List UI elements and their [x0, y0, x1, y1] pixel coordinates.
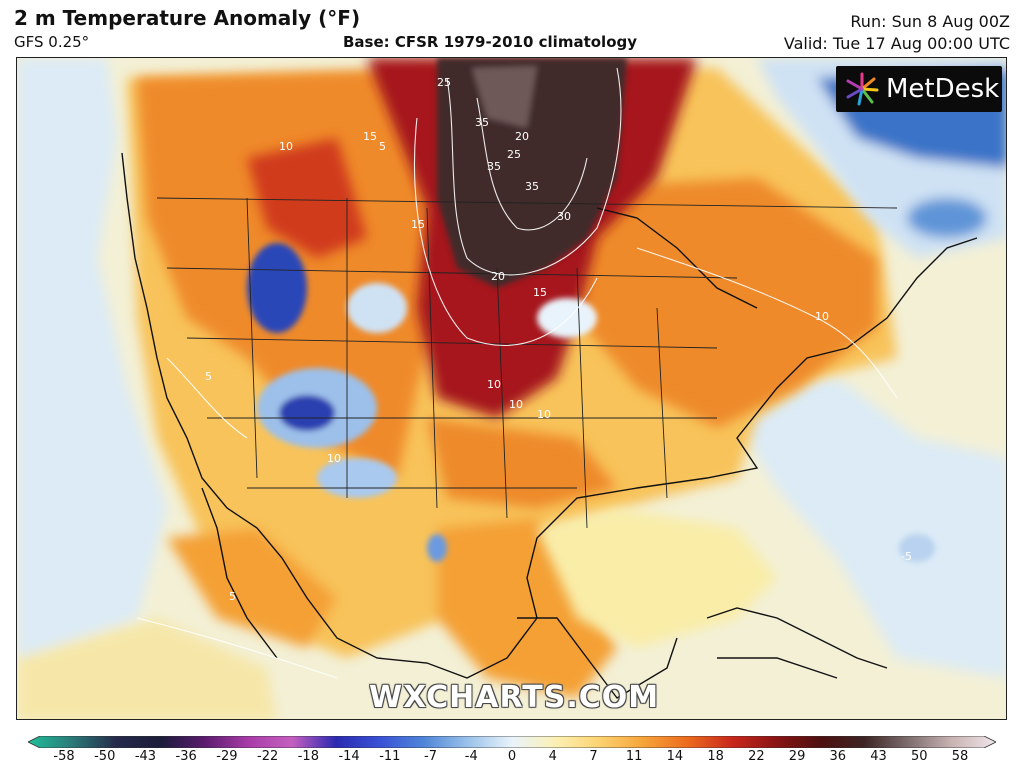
- contour-label: 10: [537, 408, 551, 421]
- colorbar-tick-label: -18: [297, 749, 319, 764]
- contour-label: 10: [327, 452, 341, 465]
- contour-label: 35: [475, 116, 489, 129]
- metdesk-logo-text: MetDesk: [886, 74, 1000, 104]
- colorbar-tick-label: 43: [870, 749, 887, 764]
- colorbar-ticks: -58 -50 -43 -36 -29 -22 -18 -14 -11 -7 -4 0 4 7 11 14 18…: [28, 749, 996, 769]
- contour-label: 5: [229, 590, 236, 603]
- contour-label: 30: [557, 210, 571, 223]
- colorbar-tick-label: 7: [589, 749, 598, 764]
- colorbar-tick-label: -11: [379, 749, 401, 764]
- state-borders: [156, 197, 898, 529]
- extreme-anomaly-core: [437, 58, 627, 288]
- colorbar-svg: [27, 735, 997, 749]
- colorbar-tick-label: 29: [788, 749, 806, 764]
- wxcharts-watermark: WXCHARTS.COM: [369, 680, 660, 715]
- colorbar-tick-label: 18: [707, 749, 724, 764]
- contour-label: 10: [487, 378, 501, 391]
- metdesk-starburst-icon: [846, 72, 879, 106]
- colorbar-tick-label: -50: [94, 749, 116, 764]
- contour-labels: 25 35 20 25 35 35 30 15 20 15 10 15 5 10…: [205, 76, 912, 603]
- gulf-of-mexico: [537, 508, 777, 648]
- colorbar-tick-label: 14: [666, 749, 684, 764]
- colorbar-tick-label: 58: [951, 749, 969, 764]
- colorbar-tick-label: -4: [464, 749, 478, 764]
- contour-label: 15: [411, 218, 425, 231]
- cool-ocean-regions: [17, 58, 1006, 719]
- contour-label: 20: [491, 270, 505, 283]
- chart-title: 2 m Temperature Anomaly (°F): [14, 6, 361, 30]
- model-label: GFS 0.25°: [14, 33, 90, 51]
- contour-label: 25: [437, 76, 451, 89]
- colorbar-tick-label: 4: [548, 749, 557, 764]
- coastlines: [121, 152, 978, 699]
- colorbar-tick-label: -29: [216, 749, 238, 764]
- run-time-label: Run: Sun 8 Aug 00Z: [850, 12, 1010, 31]
- colorbar-tick-label: -22: [257, 749, 279, 764]
- colorbar-tick-label: 22: [748, 749, 765, 764]
- metdesk-logo: MetDesk: [836, 66, 1002, 112]
- map-canvas: 25 35 20 25 35 35 30 15 20 15 10 15 5 10…: [17, 58, 1006, 719]
- contour-label: 5: [379, 140, 386, 153]
- colorbar-tick-label: -43: [134, 749, 157, 764]
- contour-label: -5: [901, 550, 912, 563]
- colorbar-tick-label: 11: [625, 749, 643, 764]
- colorbar: [27, 733, 997, 749]
- contour-label: 15: [533, 286, 547, 299]
- colorbar-tick-label: -7: [424, 749, 438, 764]
- colorbar-tick-label: 36: [829, 749, 847, 764]
- anomaly-map: 25 35 20 25 35 35 30 15 20 15 10 15 5 10…: [16, 57, 1007, 720]
- colorbar-tick-label: -14: [338, 749, 360, 764]
- contour-label: 5: [205, 370, 212, 383]
- colorbar-tick-label: -58: [53, 749, 75, 764]
- colorbar-tick-label: 0: [507, 749, 517, 764]
- contour-lines: [136, 67, 898, 679]
- contour-label: 25: [507, 148, 521, 161]
- colorbar-tick-label: 50: [910, 749, 928, 764]
- contour-label: 15: [363, 130, 377, 143]
- colorbar-tick-label: -36: [175, 749, 197, 764]
- contour-label: 10: [815, 310, 829, 323]
- contour-label: 10: [279, 140, 293, 153]
- orange-anomaly-regions: [137, 68, 877, 508]
- contour-label: 35: [525, 180, 539, 193]
- valid-time-label: Valid: Tue 17 Aug 00:00 UTC: [783, 34, 1010, 53]
- contour-label: 10: [509, 398, 523, 411]
- contour-label: 35: [487, 160, 501, 173]
- contour-label: 20: [515, 130, 529, 143]
- climatology-base-label: Base: CFSR 1979-2010 climatology: [343, 33, 638, 51]
